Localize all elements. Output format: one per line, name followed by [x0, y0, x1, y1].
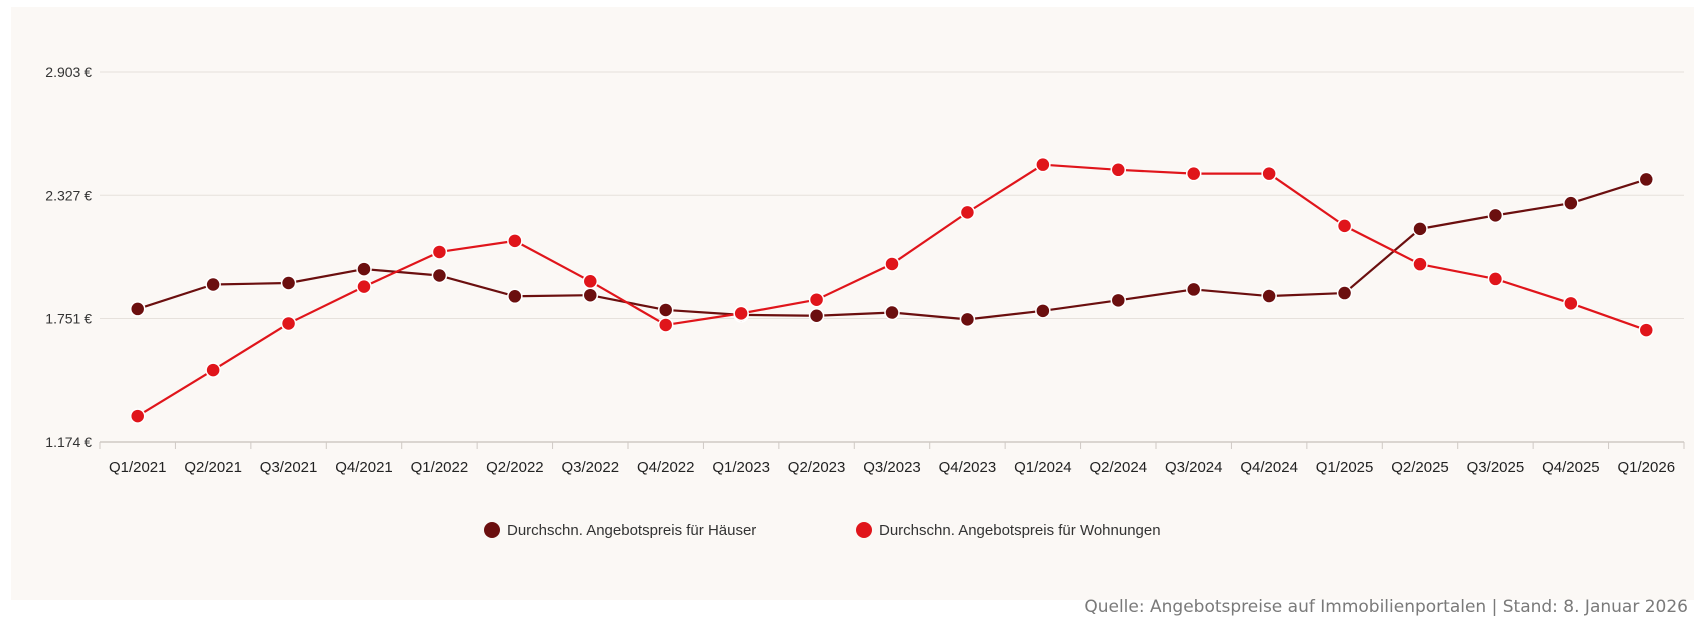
- y-tick-label: 1.174 €: [45, 434, 92, 450]
- data-point: [1412, 221, 1428, 237]
- y-gridlines: [100, 71, 1684, 443]
- data-point: [1185, 281, 1202, 298]
- data-point: [1035, 156, 1051, 173]
- x-tick-label: Q4/2021: [335, 459, 393, 476]
- data-point: [1336, 285, 1353, 301]
- x-tick-label: Q4/2023: [939, 459, 997, 476]
- data-point: [1261, 165, 1277, 182]
- data-point: [1487, 207, 1504, 224]
- data-point: [205, 276, 221, 293]
- data-point: [205, 362, 221, 378]
- data-point: [431, 244, 448, 260]
- data-point: [657, 317, 674, 333]
- legend-item: Durchschn. Angebotspreis für Wohnungen: [856, 522, 1161, 539]
- data-point: [356, 261, 372, 277]
- x-tick-label: Q1/2025: [1316, 459, 1374, 476]
- data-point: [884, 256, 900, 272]
- x-tick-label: Q2/2024: [1090, 459, 1148, 476]
- data-point: [1035, 303, 1051, 319]
- x-tick-label: Q2/2025: [1391, 459, 1449, 476]
- legend-label: Durchschn. Angebotspreis für Häuser: [507, 522, 756, 539]
- x-tick-label: Q3/2022: [562, 459, 620, 476]
- data-point: [129, 301, 146, 317]
- line-chart: 1.174 € 1.751 € 2.327 € 2.903 € Q1/2021 Q2/20…: [45, 64, 1685, 539]
- y-axis-labels: 1.174 € 1.751 € 2.327 € 2.903 €: [45, 64, 92, 450]
- x-tick-label: Q3/2021: [260, 459, 318, 476]
- x-tick-label: Q1/2024: [1014, 459, 1072, 476]
- x-tick-label: Q1/2022: [411, 459, 469, 476]
- x-tick-label: Q4/2024: [1240, 459, 1298, 476]
- data-point: [1110, 162, 1127, 178]
- data-point: [507, 233, 523, 249]
- data-point: [1336, 218, 1353, 234]
- y-tick-label: 2.327 €: [45, 187, 92, 203]
- data-point: [1638, 171, 1655, 188]
- data-point: [1638, 322, 1655, 338]
- data-point: [280, 315, 297, 332]
- data-point: [884, 304, 900, 321]
- x-tick-label: Q1/2026: [1618, 459, 1676, 476]
- data-point: [507, 288, 523, 305]
- data-point: [1185, 165, 1202, 182]
- legend-marker: [856, 522, 872, 538]
- legend-item: Durchschn. Angebotspreis für Häuser: [484, 522, 756, 539]
- legend-marker: [484, 522, 500, 538]
- y-tick-label: 1.751 €: [45, 311, 92, 327]
- data-point: [1110, 292, 1127, 309]
- x-tick-label: Q3/2025: [1467, 459, 1525, 476]
- data-point: [959, 311, 976, 328]
- data-point: [808, 291, 825, 308]
- x-tick-label: Q2/2022: [486, 459, 544, 476]
- x-tick-label: Q2/2021: [184, 459, 242, 476]
- series-line: [137, 178, 1647, 321]
- data-point: [129, 408, 146, 424]
- x-tick-label: Q4/2025: [1542, 459, 1600, 476]
- y-tick-label: 2.903 €: [45, 64, 92, 80]
- x-tick-label: Q1/2021: [109, 459, 167, 476]
- data-point: [1563, 295, 1579, 312]
- x-tick-label: Q3/2024: [1165, 459, 1223, 476]
- x-tick-label: Q4/2022: [637, 459, 695, 476]
- x-tick-label: Q3/2023: [863, 459, 921, 476]
- data-point: [657, 302, 674, 318]
- data-point: [1412, 256, 1428, 272]
- data-point: [582, 287, 599, 303]
- chart-panel: 1.174 € 1.751 € 2.327 € 2.903 € Q1/2021 Q2/20…: [11, 7, 1694, 600]
- data-point: [808, 307, 825, 324]
- series-wohnungen: [129, 156, 1655, 424]
- data-point: [959, 204, 976, 221]
- data-point: [280, 275, 297, 291]
- data-point: [1261, 288, 1277, 304]
- data-point: [356, 278, 372, 295]
- legend-label: Durchschn. Angebotspreis für Wohnungen: [879, 522, 1161, 539]
- data-point: [1563, 195, 1579, 211]
- source-note: Quelle: Angebotspreise auf Immobilienpor…: [1084, 597, 1688, 617]
- legend: Durchschn. Angebotspreis für Häuser Durch…: [484, 522, 1161, 539]
- data-point: [582, 273, 599, 290]
- x-axis-labels: Q1/2021 Q2/2021 Q3/2021 Q4/2021 Q1/2022 Q2/20…: [99, 442, 1685, 476]
- x-tick-label: Q1/2023: [712, 459, 770, 476]
- x-tick-label: Q2/2023: [788, 459, 846, 476]
- data-point: [431, 267, 448, 284]
- data-point: [1487, 271, 1504, 287]
- data-point: [733, 305, 749, 322]
